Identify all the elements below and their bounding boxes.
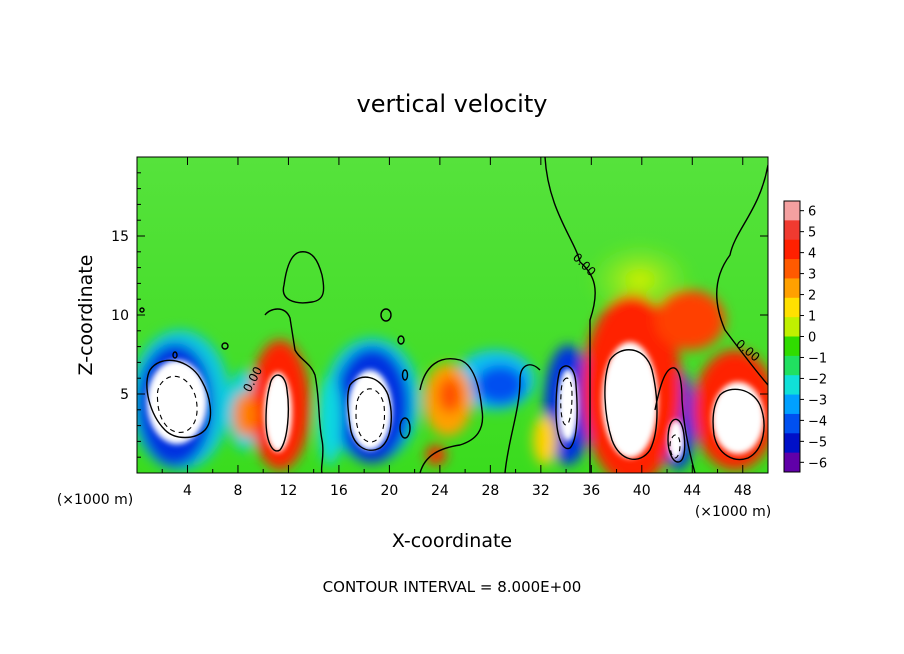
core-contour [667,418,686,463]
zero-contour [397,335,405,345]
x-unit-left: (×1000 m) [57,492,133,508]
colorbar-tick-label: 6 [808,205,816,220]
x-axis: 4 8 12 16 20 24 28 32 36 40 44 48 [161,157,752,499]
colorbar-tick-label: 3 [808,268,816,283]
x-tick-label: 24 [431,483,449,499]
zero-contour [139,307,145,313]
plot-area: 0.00 0.00 0.00 [137,157,768,473]
y-tick-label: 5 [120,387,129,403]
x-axis-label: X-coordinate [392,530,512,552]
colorbar-swatch [784,413,800,434]
colorbar-tick-label: 1 [808,310,816,325]
colorbar: 6 5 4 3 2 1 0 −1 −2 −3 −4 −5 −6 [783,200,827,473]
x-tick-label: 20 [380,483,398,499]
x-tick-label: 48 [734,483,752,499]
colorbar-swatch [784,433,800,454]
dashed-contour [560,377,573,426]
core-contour [265,374,289,452]
contour-interval-note: CONTOUR INTERVAL = 8.000E+00 [323,578,582,596]
core-contour [347,376,392,451]
core-contour [146,359,212,439]
x-tick-label: 4 [183,483,192,499]
colorbar-swatch [784,394,800,415]
colorbar-swatch [784,239,800,260]
zero-contour [172,351,178,359]
y-tick-label: 15 [111,229,129,245]
colorbar-tick-label: −2 [808,372,827,387]
core-contour [555,365,578,450]
core-contour [712,388,765,461]
chart-title: vertical velocity [357,90,548,118]
dashed-contour [355,388,386,443]
x-tick-label: 36 [582,483,600,499]
contour-lines [139,157,768,473]
colorbar-tick-label: 2 [808,289,816,304]
colorbar-tick-label: −4 [808,414,827,429]
x-unit-right: (×1000 m) [695,504,771,520]
x-tick-label: 16 [330,483,348,499]
zero-contour [504,364,541,473]
zero-contour [401,369,409,381]
colorbar-swatch [784,336,800,357]
colorbar-swatch [784,201,800,221]
colorbar-tick-label: −5 [808,435,827,450]
x-tick-label: 12 [280,483,298,499]
colorbar-swatch [784,355,800,376]
x-tick-label: 28 [481,483,499,499]
zero-contour [282,251,325,304]
zero-contour [716,164,768,386]
zero-contour [221,342,229,350]
zero-contour [380,308,392,322]
x-tick-label: 44 [683,483,701,499]
colorbar-swatch [784,375,800,396]
y-tick-label: 10 [111,308,129,324]
negative-contours [156,375,681,459]
colorbar-swatch [784,278,800,299]
dashed-contour [669,434,681,459]
colorbar-tick-label: −6 [808,456,827,471]
x-tick-label: 8 [233,483,242,499]
colorbar-swatch [784,297,800,318]
zero-contour [399,417,411,439]
y-axis-label: Z-coordinate [75,255,97,376]
zero-contour [544,157,596,473]
colorbar-tick-label: 0 [808,331,816,346]
colorbar-tick-label: −1 [808,351,827,366]
x-tick-label: 40 [633,483,651,499]
colorbar-swatch [784,452,800,473]
colorbar-swatch [784,317,800,337]
dashed-contour [156,375,198,433]
core-contour [604,349,658,460]
y-axis: 5 10 15 [111,172,768,458]
x-tick-label: 32 [532,483,550,499]
zero-contour [264,308,324,473]
zero-contour [419,358,484,473]
zero-contour [654,367,696,473]
saturated-cores [147,342,764,460]
colorbar-swatch [784,259,800,279]
colorbar-swatch [784,220,800,241]
colorbar-tick-label: 4 [808,247,816,262]
colorbar-tick-label: −3 [808,393,827,408]
colorbar-tick-label: 5 [808,226,816,241]
